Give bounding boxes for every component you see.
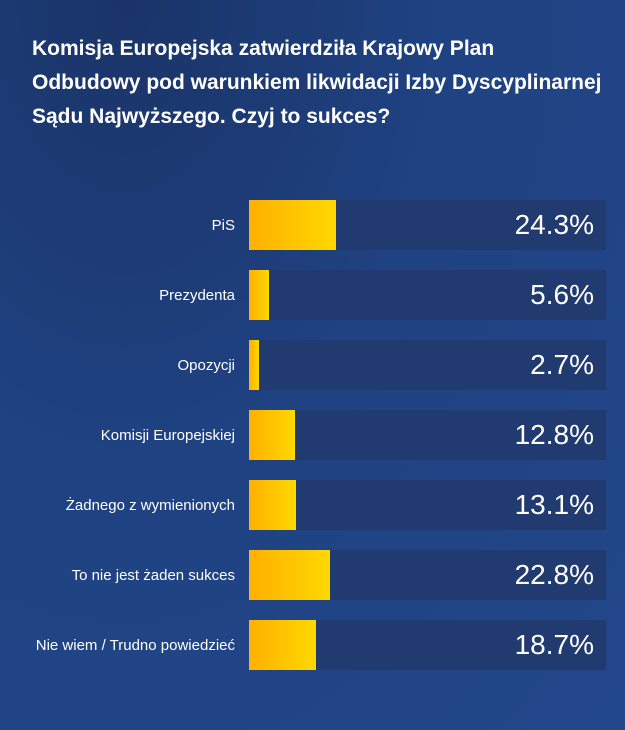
- bar-row: Żadnego z wymienionych 13.1%: [0, 480, 625, 530]
- value-label: 5.6%: [530, 279, 594, 310]
- bar-track: 5.6%: [249, 270, 606, 320]
- value-label: 13.1%: [514, 489, 594, 520]
- bar: [249, 340, 259, 390]
- bar-track: 13.1%: [249, 480, 606, 530]
- value-label: 22.8%: [514, 559, 594, 590]
- bar-row: Opozycji 2.7%: [0, 340, 625, 390]
- bar: [249, 270, 269, 320]
- category-label: Prezydenta: [159, 286, 235, 304]
- bar-track: 12.8%: [249, 410, 606, 460]
- value-label: 18.7%: [514, 629, 594, 660]
- chart-title: Komisja Europejska zatwierdziła Krajowy …: [32, 37, 602, 128]
- category-label: To nie jest żaden sukces: [71, 566, 235, 584]
- bar-track: 18.7%: [249, 620, 606, 670]
- bar: [249, 410, 295, 460]
- bar-track: 2.7%: [249, 340, 606, 390]
- bar-row: Prezydenta 5.6%: [0, 270, 625, 320]
- category-label: Komisji Europejskiej: [100, 426, 235, 444]
- category-label: Nie wiem / Trudno powiedzieć: [35, 636, 235, 654]
- bar-row: Nie wiem / Trudno powiedzieć 18.7%: [0, 620, 625, 670]
- category-label: Opozycji: [177, 356, 235, 374]
- value-label: 24.3%: [514, 209, 594, 240]
- bar: [249, 620, 316, 670]
- bar: [249, 200, 336, 250]
- bar-row: PiS 24.3%: [0, 200, 625, 250]
- value-label: 12.8%: [514, 419, 594, 450]
- category-label: PiS: [211, 216, 235, 234]
- bar-row: Komisji Europejskiej 12.8%: [0, 410, 625, 460]
- value-label: 2.7%: [530, 349, 594, 380]
- bar: [249, 550, 331, 600]
- bar-track: 22.8%: [249, 550, 606, 600]
- category-label: Żadnego z wymienionych: [65, 496, 235, 514]
- bar: [249, 480, 296, 530]
- bar-track: 24.3%: [249, 200, 606, 250]
- bar-row: To nie jest żaden sukces 22.8%: [0, 550, 625, 600]
